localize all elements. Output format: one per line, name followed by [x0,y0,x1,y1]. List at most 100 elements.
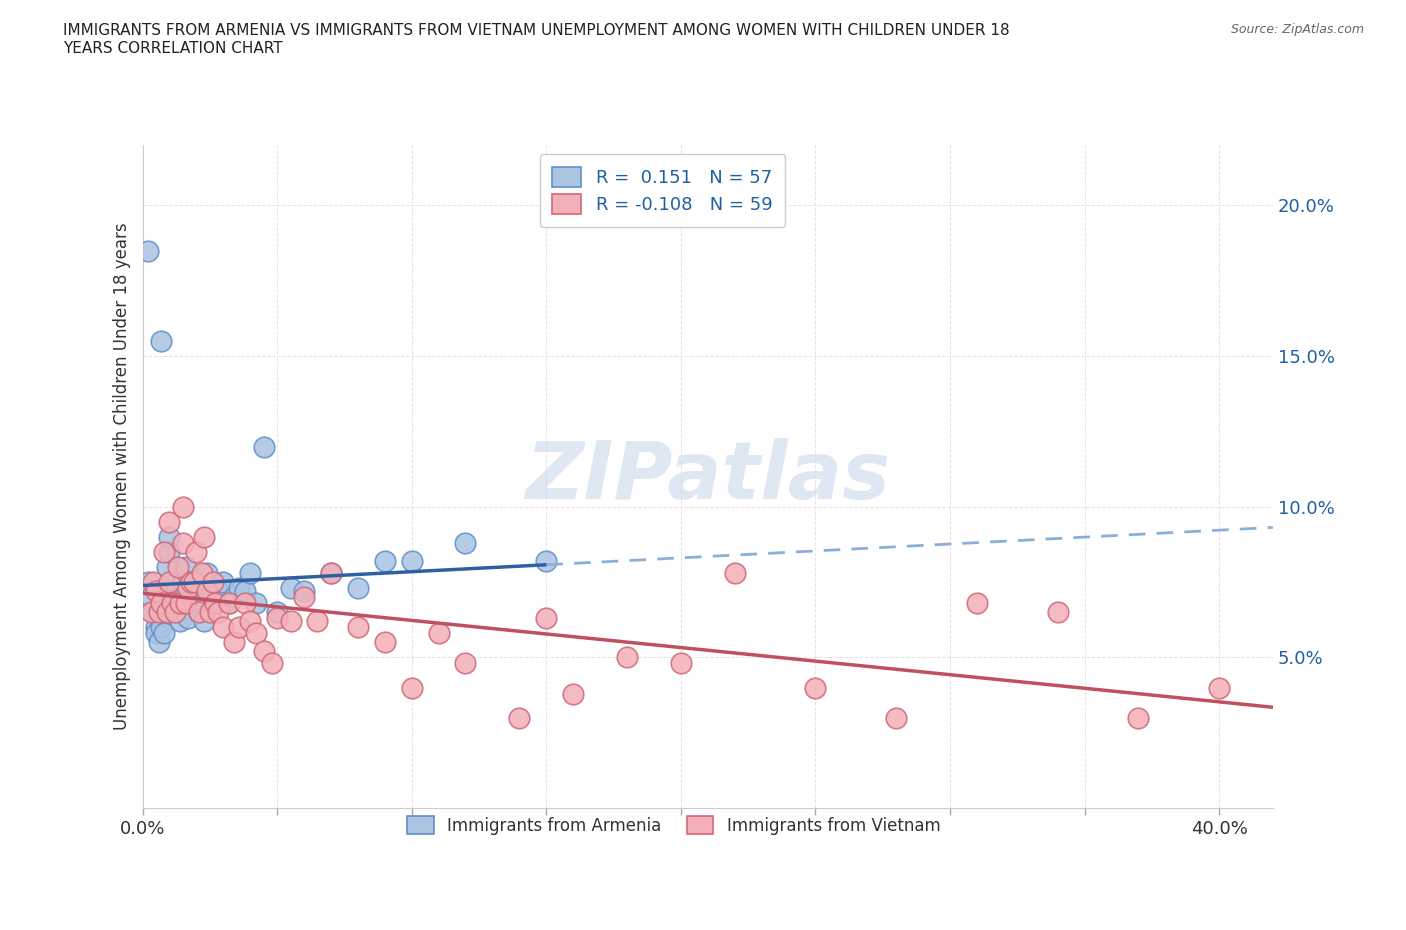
Point [222,590,245,604]
Point [186,545,208,560]
Point [319,565,342,580]
Point [148,604,170,619]
Point [169,596,191,611]
Point [195,565,218,580]
Point [204,596,226,611]
Point [280,614,302,629]
Point [245,596,267,611]
Point [508,711,530,725]
Point [150,614,173,629]
Point [319,565,342,580]
Point [239,614,262,629]
Point [201,590,224,604]
Point [222,635,245,650]
Point [148,604,170,619]
Point [166,560,188,575]
Point [374,635,396,650]
Text: IMMIGRANTS FROM ARMENIA VS IMMIGRANTS FROM VIETNAM UNEMPLOYMENT AMONG WOMEN WITH: IMMIGRANTS FROM ARMENIA VS IMMIGRANTS FR… [63,23,1010,56]
Point [163,575,186,590]
Point [150,596,173,611]
Point [153,596,176,611]
Point [669,656,692,671]
Point [160,596,183,611]
Point [156,560,179,575]
Point [190,596,212,611]
Point [174,596,197,611]
Point [159,514,181,529]
Point [172,499,194,514]
Point [239,565,262,580]
Point [139,590,162,604]
Point [142,575,165,590]
Point [174,560,197,575]
Point [228,580,250,595]
Point [150,620,173,635]
Point [253,644,276,658]
Point [562,686,585,701]
Point [884,711,907,725]
Point [454,656,477,671]
Point [190,565,212,580]
Point [145,620,167,635]
Point [148,635,170,650]
Point [1128,711,1150,725]
Point [145,584,167,599]
Point [292,590,315,604]
Point [195,584,218,599]
Point [233,584,256,599]
Point [188,604,211,619]
Point [212,575,235,590]
Legend: Immigrants from Armenia, Immigrants from Vietnam: Immigrants from Armenia, Immigrants from… [395,804,952,846]
Point [204,596,226,611]
Point [280,580,302,595]
Text: ZIPatlas: ZIPatlas [526,438,890,515]
Point [180,575,202,590]
Point [253,439,276,454]
Point [266,604,288,619]
Point [193,614,215,629]
Point [1046,604,1069,619]
Point [163,604,186,619]
Point [139,604,162,619]
Point [153,626,176,641]
Point [186,584,208,599]
Point [183,575,205,590]
Point [188,604,211,619]
Point [156,604,179,619]
Point [218,596,240,611]
Point [142,604,165,619]
Point [172,575,194,590]
Point [536,611,558,626]
Point [159,545,181,560]
Point [292,584,315,599]
Point [307,614,329,629]
Point [401,553,423,568]
Point [153,545,176,560]
Point [228,620,250,635]
Point [198,604,221,619]
Text: Source: ZipAtlas.com: Source: ZipAtlas.com [1230,23,1364,36]
Point [207,584,229,599]
Point [177,580,200,595]
Point [1208,680,1230,695]
Y-axis label: Unemployment Among Women with Children Under 18 years: Unemployment Among Women with Children U… [114,223,131,730]
Point [163,596,186,611]
Point [723,565,745,580]
Point [347,620,370,635]
Point [172,596,194,611]
Point [183,596,205,611]
Point [160,584,183,599]
Point [150,334,173,349]
Point [212,620,235,635]
Point [172,536,194,551]
Point [401,680,423,695]
Point [180,575,202,590]
Point [160,596,183,611]
Point [136,575,159,590]
Point [145,626,167,641]
Point [536,553,558,568]
Point [966,596,988,611]
Point [159,575,181,590]
Point [156,604,179,619]
Point [427,626,450,641]
